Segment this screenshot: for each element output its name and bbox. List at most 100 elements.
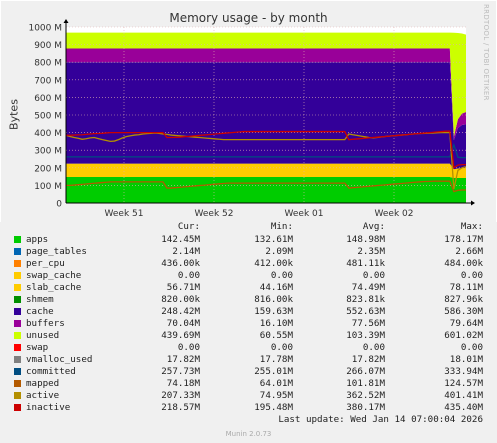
area-apps	[66, 176, 466, 203]
legend-row-mapped: mapped 74.18M 64.01M 101.81M 124.57M	[0, 378, 497, 390]
legend-avg-value: 17.82M	[351, 354, 385, 365]
legend-cur-value: 257.73M	[161, 366, 200, 377]
legend-cur-value: 218.57M	[161, 402, 200, 413]
legend-cur-value: 0.00	[177, 342, 200, 353]
legend-swatch	[14, 392, 21, 399]
legend-min-value: 74.95M	[259, 390, 293, 401]
legend-cur-value: 207.33M	[161, 390, 200, 401]
y-tick-label: 300 M	[34, 147, 62, 157]
legend-max-value: 0.00	[460, 270, 483, 281]
legend-series-name: buffers	[26, 318, 65, 329]
line-committed	[66, 142, 466, 159]
x-tick-label: Week 52	[195, 209, 234, 219]
legend-max-value: 484.00k	[444, 258, 483, 269]
plot-area: 0 100 M 200 M 300 M 400 M 500 M 600 M 700 M 800 …	[0, 0, 497, 222]
x-axis-arrow	[471, 200, 475, 206]
legend-min-value: 255.01M	[254, 366, 293, 377]
legend-series-name: unused	[26, 330, 60, 341]
legend-cur-value: 820.00k	[161, 294, 200, 305]
legend-row-vmalloc_used: vmalloc_used 17.82M 17.78M 17.82M 18.01M	[0, 354, 497, 366]
legend-series-name: slab_cache	[26, 282, 82, 293]
legend-max-value: 178.17M	[444, 234, 483, 245]
y-tick-label: 900 M	[34, 41, 62, 51]
y-tick-label: 0	[56, 200, 62, 210]
legend-min-value: 0.00	[270, 342, 293, 353]
legend-min-value: 44.16M	[259, 282, 293, 293]
legend-max-value: 124.57M	[444, 378, 483, 389]
legend-avg-value: 101.81M	[346, 378, 385, 389]
legend-min-value: 60.55M	[259, 330, 293, 341]
legend-row-shmem: shmem 820.00k 816.00k 823.81k 827.96k	[0, 294, 497, 306]
legend-avg-value: 823.81k	[346, 294, 385, 305]
y-tick-label: 1000 M	[28, 24, 62, 34]
legend-max-value: 435.40M	[444, 402, 483, 413]
x-tick-label: Week 02	[375, 209, 414, 219]
legend-header-cur: Cur:	[177, 221, 200, 232]
legend-max-value: 827.96k	[444, 294, 483, 305]
legend-min-value: 64.01M	[259, 378, 293, 389]
legend-series-name: per_cpu	[26, 258, 65, 269]
legend-row-swap: swap 0.00 0.00 0.00 0.00	[0, 342, 497, 354]
legend-avg-value: 77.56M	[351, 318, 385, 329]
legend-row-per_cpu: per_cpu 436.00k 412.00k 481.11k 484.00k	[0, 258, 497, 270]
legend-swatch	[14, 236, 21, 243]
legend-row-page_tables: page_tables 2.14M 2.09M 2.35M 2.66M	[0, 246, 497, 258]
legend-swatch	[14, 260, 21, 267]
legend-row-committed: committed 257.73M 255.01M 266.07M 333.94M	[0, 366, 497, 378]
legend-swatch	[14, 296, 21, 303]
legend-cur-value: 0.00	[177, 270, 200, 281]
legend-max-value: 601.02M	[444, 330, 483, 341]
legend-swatch	[14, 308, 21, 315]
legend-cur-value: 439.69M	[161, 330, 200, 341]
y-tick-label: 500 M	[34, 112, 62, 122]
legend-swatch	[14, 380, 21, 387]
legend-series-name: active	[26, 390, 60, 401]
x-tick-label: Week 51	[105, 209, 144, 219]
legend-min-value: 195.48M	[254, 402, 293, 413]
munin-version: Munin 2.0.73	[225, 430, 272, 438]
legend-row-unused: unused 439.69M 60.55M 103.39M 601.02M	[0, 330, 497, 342]
legend-max-value: 333.94M	[444, 366, 483, 377]
legend-cur-value: 17.82M	[166, 354, 200, 365]
legend-min-value: 816.00k	[254, 294, 293, 305]
line-inactive	[66, 130, 466, 169]
legend-avg-value: 74.49M	[351, 282, 385, 293]
y-tick-label: 700 M	[34, 76, 62, 86]
legend-max-value: 0.00	[460, 342, 483, 353]
legend-swatch	[14, 404, 21, 411]
legend-row-swap_cache: swap_cache 0.00 0.00 0.00 0.00	[0, 270, 497, 282]
legend-min-value: 412.00k	[254, 258, 293, 269]
legend-cur-value: 436.00k	[161, 258, 200, 269]
legend-avg-value: 148.98M	[346, 234, 385, 245]
legend-avg-value: 266.07M	[346, 366, 385, 377]
legend-cur-value: 248.42M	[161, 306, 200, 317]
legend-swatch	[14, 356, 21, 363]
legend-header-max: Max:	[460, 221, 483, 232]
legend-cur-value: 56.71M	[166, 282, 200, 293]
area-buffers	[66, 48, 466, 141]
area-cache	[66, 62, 466, 170]
area-slab_cache	[66, 163, 466, 179]
legend-cur-value: 2.14M	[172, 246, 200, 257]
legend-swatch	[14, 284, 21, 291]
y-axis-arrow	[63, 19, 69, 23]
legend-swatch	[14, 248, 21, 255]
y-tick-label: 800 M	[34, 59, 62, 69]
legend-swatch	[14, 368, 21, 375]
legend-min-value: 16.10M	[259, 318, 293, 329]
legend-avg-value: 0.00	[362, 342, 385, 353]
legend-max-value: 18.01M	[449, 354, 483, 365]
legend-max-value: 2.66M	[455, 246, 483, 257]
legend-header: Cur: Min: Avg: Max:	[0, 221, 497, 233]
legend-row-buffers: buffers 70.04M 16.10M 77.56M 79.64M	[0, 318, 497, 330]
y-tick-label: 400 M	[34, 129, 62, 139]
legend-series-name: committed	[26, 366, 76, 377]
legend-min-value: 159.63M	[254, 306, 293, 317]
y-tick-label: 600 M	[34, 94, 62, 104]
legend-max-value: 586.30M	[444, 306, 483, 317]
legend-min-value: 17.78M	[259, 354, 293, 365]
legend-avg-value: 0.00	[362, 270, 385, 281]
legend-header-avg: Avg:	[362, 221, 385, 232]
legend-max-value: 78.11M	[449, 282, 483, 293]
